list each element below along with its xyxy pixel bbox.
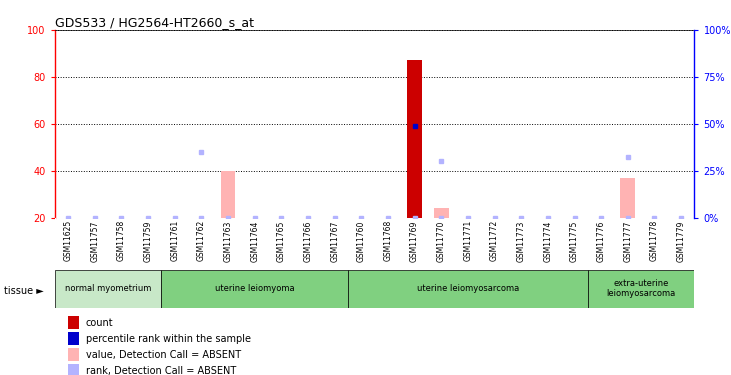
- Bar: [67, 348, 79, 361]
- Text: uterine leiomyoma: uterine leiomyoma: [215, 284, 295, 293]
- Text: GSM11759: GSM11759: [143, 220, 153, 261]
- Text: GSM11773: GSM11773: [517, 220, 526, 261]
- Bar: [434, 208, 449, 218]
- Bar: [67, 332, 79, 345]
- Text: GSM11776: GSM11776: [596, 220, 606, 261]
- Text: percentile rank within the sample: percentile rank within the sample: [86, 334, 251, 344]
- Text: GSM11762: GSM11762: [197, 220, 206, 261]
- Text: GSM11758: GSM11758: [117, 220, 126, 261]
- Text: GSM11769: GSM11769: [410, 220, 419, 261]
- Bar: [67, 316, 79, 329]
- Text: GSM11770: GSM11770: [436, 220, 446, 261]
- Bar: [621, 178, 635, 218]
- Text: GSM11768: GSM11768: [384, 220, 393, 261]
- Text: GSM11761: GSM11761: [170, 220, 179, 261]
- Text: GSM11779: GSM11779: [677, 220, 686, 261]
- Text: GDS533 / HG2564-HT2660_s_at: GDS533 / HG2564-HT2660_s_at: [55, 16, 254, 29]
- Text: GSM11772: GSM11772: [490, 220, 499, 261]
- Bar: [67, 364, 79, 375]
- Bar: [162, 270, 348, 308]
- Text: GSM11625: GSM11625: [64, 220, 72, 261]
- Bar: [348, 270, 588, 308]
- Text: count: count: [86, 318, 113, 328]
- Text: GSM11765: GSM11765: [277, 220, 286, 261]
- Text: uterine leiomyosarcoma: uterine leiomyosarcoma: [417, 284, 519, 293]
- Text: GSM11778: GSM11778: [650, 220, 659, 261]
- Text: normal myometrium: normal myometrium: [65, 284, 151, 293]
- Text: value, Detection Call = ABSENT: value, Detection Call = ABSENT: [86, 350, 240, 360]
- Bar: [55, 270, 162, 308]
- Text: GSM11764: GSM11764: [250, 220, 260, 261]
- Text: GSM11775: GSM11775: [570, 220, 579, 261]
- Text: GSM11763: GSM11763: [224, 220, 232, 261]
- Bar: [407, 60, 422, 217]
- Text: extra-uterine
leiomyosarcoma: extra-uterine leiomyosarcoma: [607, 279, 675, 298]
- Text: GSM11771: GSM11771: [463, 220, 472, 261]
- Text: GSM11757: GSM11757: [91, 220, 99, 261]
- Text: GSM11777: GSM11777: [624, 220, 632, 261]
- Text: GSM11767: GSM11767: [330, 220, 339, 261]
- Bar: [588, 270, 694, 308]
- Text: GSM11760: GSM11760: [357, 220, 366, 261]
- Text: GSM11774: GSM11774: [543, 220, 553, 261]
- Bar: [221, 171, 235, 217]
- Text: GSM11766: GSM11766: [303, 220, 313, 261]
- Text: tissue ►: tissue ►: [4, 286, 43, 296]
- Text: rank, Detection Call = ABSENT: rank, Detection Call = ABSENT: [86, 366, 236, 375]
